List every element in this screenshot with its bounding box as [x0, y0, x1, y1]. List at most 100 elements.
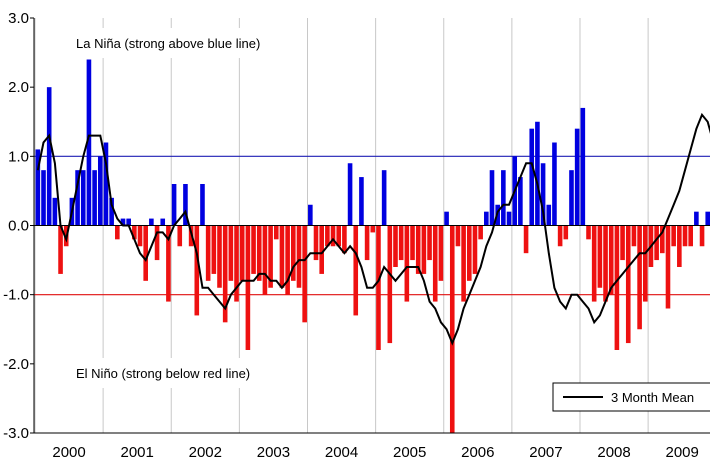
y-tick-label: 0.0: [8, 218, 29, 235]
x-tick-label: 2005: [393, 444, 426, 461]
monthly-bar: [410, 225, 415, 261]
monthly-bar: [472, 225, 478, 274]
monthly-bar: [58, 225, 63, 274]
monthly-bar: [279, 225, 285, 288]
monthly-bar: [484, 211, 489, 226]
monthly-bar: [137, 225, 143, 247]
monthly-bar: [211, 225, 217, 274]
monthly-bar: [319, 225, 324, 274]
monthly-bar: [603, 225, 608, 302]
y-tick-label: 1.0: [8, 148, 29, 165]
monthly-bar: [92, 170, 97, 226]
monthly-bar: [171, 184, 177, 226]
monthly-bar: [126, 218, 131, 226]
monthly-bar: [143, 225, 148, 281]
monthly-bar: [591, 225, 597, 302]
monthly-bar: [115, 225, 120, 240]
monthly-bar: [370, 225, 376, 233]
axes: [30, 17, 710, 434]
three-month-mean-line: [36, 112, 710, 346]
monthly-bar: [398, 225, 404, 261]
monthly-bar: [109, 197, 114, 226]
monthly-bar: [75, 170, 80, 226]
x-tick-label: 2007: [529, 444, 562, 461]
monthly-bar: [166, 225, 171, 302]
monthly-bar: [347, 163, 353, 226]
monthly-bar: [251, 225, 256, 274]
x-tick-label: 2008: [597, 444, 630, 461]
reference-lines: [34, 155, 710, 296]
monthly-bar: [449, 225, 455, 433]
monthly-bar: [160, 218, 166, 226]
monthly-bar: [308, 204, 313, 226]
monthly-bar: [574, 128, 580, 226]
monthly-bar: [506, 211, 512, 226]
x-tick-label: 2003: [257, 444, 290, 461]
monthly-bar: [177, 225, 183, 247]
monthly-bar: [540, 163, 546, 226]
la-nina-annotation: La Niña (strong above blue line): [76, 36, 260, 51]
monthly-bar: [217, 225, 222, 288]
x-tick-label: 2000: [52, 444, 85, 461]
monthly-bar: [262, 225, 268, 295]
monthly-bar: [660, 225, 665, 254]
monthly-bar: [222, 225, 228, 323]
x-tick-label: 2002: [189, 444, 222, 461]
monthly-bar: [149, 218, 154, 226]
monthly-bar: [41, 170, 46, 226]
monthly-bar: [387, 225, 393, 344]
monthly-bar: [682, 225, 688, 247]
monthly-bar: [466, 225, 472, 281]
x-tick-label: 2004: [325, 444, 358, 461]
monthly-bar: [563, 225, 569, 240]
monthly-bar: [273, 225, 279, 240]
monthly-bar: [671, 225, 676, 247]
monthly-bar: [654, 225, 659, 261]
y-tick-label: 2.0: [8, 79, 29, 96]
monthly-bar: [421, 225, 427, 274]
y-tick-label: -1.0: [3, 287, 29, 304]
el-nino-annotation: El Niño (strong below red line): [76, 366, 250, 381]
la-nina-label-bg: [68, 28, 298, 58]
x-tick-labels: 2000 2001 2002 2003 2004 2005 2006 2007 2008 2009…: [52, 444, 698, 461]
monthly-bar: [183, 184, 188, 226]
monthly-bar: [529, 128, 535, 226]
monthly-bar: [631, 225, 637, 247]
monthly-bar: [642, 225, 648, 302]
monthly-bar: [234, 225, 239, 302]
monthly-bar: [546, 204, 552, 226]
monthly-bar: [523, 225, 529, 254]
monthly-bar: [205, 225, 211, 281]
monthly-bar: [285, 225, 290, 295]
monthly-bar: [597, 225, 603, 288]
monthly-bar: [364, 225, 370, 261]
monthly-bar: [268, 225, 273, 288]
monthly-bar: [694, 211, 699, 226]
monthly-bar: [535, 121, 540, 226]
y-tick-label: 3.0: [8, 10, 29, 27]
monthly-bar: [342, 225, 347, 254]
monthly-bar: [557, 225, 563, 247]
monthly-bar: [46, 87, 52, 226]
monthly-bar: [313, 225, 319, 261]
monthly-bar: [359, 177, 364, 226]
y-tick-label: -2.0: [3, 356, 29, 373]
monthly-bar: [518, 177, 523, 226]
monthly-bar: [665, 225, 671, 309]
monthly-bar: [614, 225, 620, 350]
monthly-bar: [688, 225, 693, 247]
monthly-bar: [705, 211, 710, 226]
monthly-bar: [132, 225, 137, 240]
monthly-bar: [200, 184, 205, 226]
monthly-bar: [478, 225, 483, 240]
monthly-bar: [80, 170, 86, 226]
monthly-bar: [620, 225, 625, 261]
monthly-bar: [154, 225, 160, 261]
monthly-bar: [336, 225, 342, 247]
monthly-bar: [296, 225, 302, 288]
monthly-bar: [52, 197, 58, 226]
monthly-bar: [325, 225, 330, 247]
monthly-bar: [489, 170, 495, 226]
monthly-bar: [637, 225, 642, 330]
